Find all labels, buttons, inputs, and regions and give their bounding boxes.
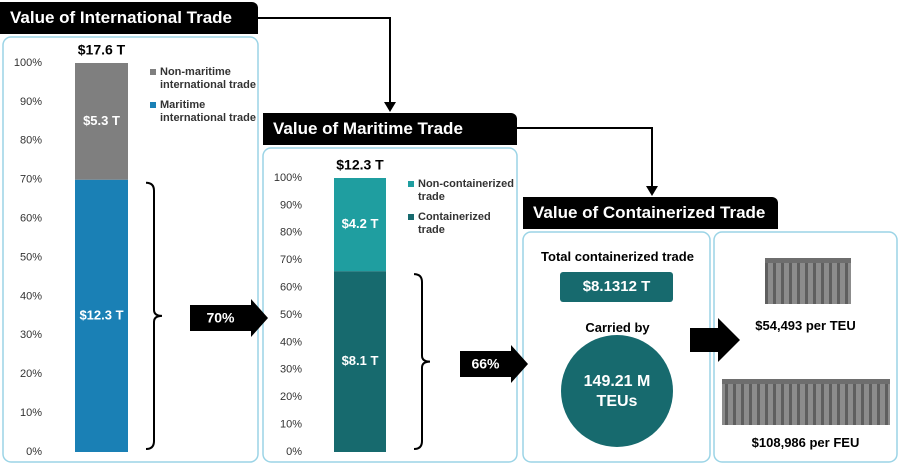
header: Value of Maritime Trade [263,113,517,145]
y-tick-label: 90% [280,199,302,211]
panel [262,147,518,463]
y-tick-label: 80% [280,227,302,239]
y-tick-label: 70% [280,254,302,266]
legend-entry: Containerized trade [408,211,518,237]
y-tick-label: 80% [20,135,42,147]
header: Value of International Trade [0,2,258,34]
container-top [765,258,851,263]
bar-segment [334,178,386,272]
panel [2,36,259,463]
brace [145,181,163,450]
per-feu: $108,986 per FEU [751,435,860,450]
y-tick-label: 0% [286,446,302,458]
legend-entry: Maritime international trade [150,99,260,125]
bar-segment [75,179,128,452]
container-teu [765,262,851,304]
legend-swatch [408,214,414,220]
teu-circle [561,335,673,447]
share-label: 66% [471,356,500,372]
y-tick-label: 40% [20,290,42,302]
y-tick-label: 30% [280,364,302,376]
y-tick-label: 50% [20,251,42,263]
amount-label: $4.2 T [342,216,379,231]
y-tick-label: 40% [280,336,302,348]
y-tick-label: 60% [20,213,42,225]
legend-entry: Non-containerized trade [408,178,518,204]
container-top [722,379,890,384]
amount-label: $5.3 T [83,113,120,128]
share-arrow [460,345,528,383]
teu-value: 149.21 M TEUs [583,373,651,410]
share-arrow [190,299,268,337]
arrowhead [384,102,396,112]
bar-segment [334,271,386,452]
header: Value of Containerized Trade [523,197,778,229]
share-label: 70% [206,310,235,326]
amount-label: $8.1 T [342,353,379,368]
connector [258,17,391,104]
bar-segment [75,63,128,180]
total-box [560,272,673,302]
total-value: $8.1312 T [582,278,651,295]
y-tick-label: 30% [20,329,42,341]
y-tick-label: 60% [280,282,302,294]
y-tick-label: 20% [20,368,42,380]
container-feu [722,383,890,425]
legend-swatch [408,181,414,187]
total-label: $17.6 T [78,42,126,58]
legend-entry: Non-maritime international trade [150,66,260,92]
amount-label: $12.3 T [79,307,123,322]
connector [517,127,653,188]
y-tick-label: 100% [274,172,302,184]
legend-swatch [150,69,156,75]
arrow [690,318,740,362]
arrowhead [646,186,658,196]
caption: Carried by [585,320,650,335]
y-tick-label: 0% [26,446,42,458]
y-tick-label: 50% [280,309,302,321]
per-teu: $54,493 per TEU [755,318,856,333]
brace [413,273,431,450]
y-tick-label: 10% [20,407,42,419]
y-tick-label: 10% [280,419,302,431]
total-label: $12.3 T [336,157,384,173]
legend-swatch [150,102,156,108]
y-tick-label: 20% [280,391,302,403]
y-tick-label: 100% [14,57,42,69]
y-tick-label: 70% [20,174,42,186]
caption: Total containerized trade [541,249,694,264]
y-tick-label: 90% [20,96,42,108]
